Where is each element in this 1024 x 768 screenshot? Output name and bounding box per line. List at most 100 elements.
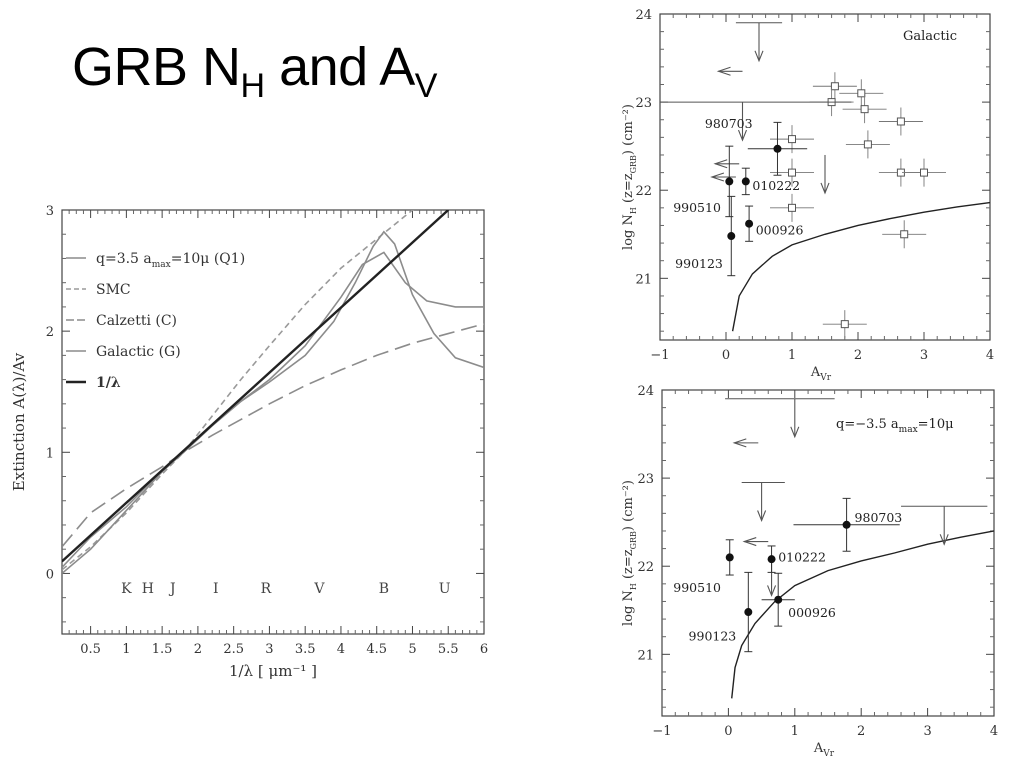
band-label: K <box>121 581 132 597</box>
grb-point-label: 000926 <box>756 223 804 238</box>
nh-av-galactic-chart: −1 0 1 2 3 4212223249807030102229905100009269… <box>621 8 994 382</box>
x-tick-label: −1 <box>650 348 669 363</box>
x-tick-label: 6 <box>480 642 488 657</box>
open-point <box>863 140 872 149</box>
limit-arrow-head <box>820 182 830 195</box>
y-tick-label: 22 <box>635 184 652 199</box>
y-tick-label: 23 <box>635 96 652 111</box>
limit-arrow-head <box>732 438 747 448</box>
y-tick-label: 24 <box>637 384 654 399</box>
x-tick-label: 5 <box>408 642 416 657</box>
grb-point <box>725 177 734 186</box>
grb-point <box>774 595 783 604</box>
grb-point-label: 000926 <box>788 605 836 620</box>
grb-point <box>727 232 736 241</box>
grb-point <box>773 144 782 153</box>
x-tick-label: 2 <box>857 724 865 739</box>
series-group <box>62 210 484 575</box>
chart-annotation: Galactic <box>903 29 957 44</box>
band-label: B <box>379 581 389 597</box>
grb-point-label: 990510 <box>673 200 721 215</box>
x-tick-label: 3 <box>920 348 928 363</box>
grb-point-label: 980703 <box>855 510 903 525</box>
y-tick-label: 21 <box>635 272 652 287</box>
model-curve <box>731 201 991 332</box>
grb-point <box>745 219 754 228</box>
grb-point <box>767 555 776 564</box>
y-tick-label: 3 <box>46 204 54 219</box>
legend-label: Calzetti (C) <box>96 313 177 329</box>
x-tick-label: 1.5 <box>152 642 173 657</box>
y-axis-label: Extinction A(λ)/Av <box>10 352 28 491</box>
x-tick-label: −1 <box>652 724 671 739</box>
open-point <box>788 203 796 212</box>
grb-point-label: 010222 <box>778 549 826 564</box>
x-tick-label: 4 <box>986 348 994 363</box>
limit-arrow-head <box>716 66 731 76</box>
limit-arrow-head <box>713 159 728 169</box>
x-tick-label: 1 <box>122 642 130 657</box>
x-tick-label: 1 <box>791 724 799 739</box>
x-tick-label: 0 <box>722 348 730 363</box>
limit-arrow-head <box>742 537 757 547</box>
x-tick-label: 4 <box>337 642 345 657</box>
legend-label: q=3.5 amax=10μ (Q1) <box>96 251 245 270</box>
y-tick-label: 0 <box>46 567 54 582</box>
x-tick-label: 5.5 <box>438 642 459 657</box>
x-axis-label: 1/λ [ μm⁻¹ ] <box>229 662 317 680</box>
band-label: H <box>142 581 154 597</box>
x-tick-label: 4 <box>990 724 998 739</box>
model-curve <box>731 530 995 699</box>
limit-arrow-head <box>939 534 949 546</box>
grb-point <box>842 520 851 529</box>
open-point <box>920 168 928 177</box>
chart-annotation: q=−3.5 amax=10μ <box>836 417 954 435</box>
band-label: V <box>313 581 325 597</box>
slide-title: GRB NH and AV <box>72 37 437 105</box>
grb-point-label: 990510 <box>673 580 721 595</box>
series-line <box>62 230 484 575</box>
y-tick-label: 21 <box>637 648 654 663</box>
series-line <box>62 251 484 568</box>
y-tick-label: 24 <box>635 8 652 23</box>
band-label: J <box>168 581 176 597</box>
legend-label: Galactic (G) <box>96 344 181 360</box>
y-axis-label: log NH (z=zGRB) (cm⁻²) <box>621 480 638 626</box>
x-tick-label: 0.5 <box>80 642 101 657</box>
band-label: U <box>439 581 451 597</box>
limit-arrow-head <box>754 50 764 63</box>
open-point <box>788 168 796 177</box>
plot-frame <box>659 13 991 341</box>
x-tick-label: 0 <box>724 724 732 739</box>
legend-label: 1/λ <box>96 375 121 391</box>
legend-label: SMC <box>96 282 131 298</box>
grb-point-label: 990123 <box>675 256 723 271</box>
open-point <box>857 89 866 98</box>
grb-point-label: 980703 <box>705 116 753 131</box>
limit-arrow-head <box>790 426 800 439</box>
limit-arrow-head <box>737 129 748 142</box>
y-tick-label: 23 <box>637 472 654 487</box>
plot-frame <box>661 389 995 717</box>
x-tick-label: 3 <box>923 724 931 739</box>
y-tick-label: 1 <box>46 446 54 461</box>
limit-arrow-head <box>767 585 777 597</box>
x-tick-label: 4.5 <box>366 642 387 657</box>
series-line <box>62 210 450 563</box>
x-axis-label: AVr <box>810 365 832 382</box>
open-point <box>860 105 869 114</box>
y-tick-label: 2 <box>46 325 54 340</box>
x-tick-label: 3 <box>265 642 273 657</box>
x-tick-label: 2.5 <box>223 642 244 657</box>
series-line <box>62 323 484 548</box>
x-tick-label: 3.5 <box>295 642 316 657</box>
open-point <box>896 117 905 126</box>
grb-point-label: 990123 <box>689 629 737 644</box>
open-point <box>830 82 839 91</box>
nh-av-q-chart: −1 0 1 2 3 4212223249807030102229905100009269… <box>621 384 998 759</box>
grb-point-label: 010222 <box>752 178 800 193</box>
grb-point <box>741 177 750 186</box>
band-label: I <box>213 581 219 597</box>
series-line <box>62 210 414 571</box>
y-axis-label: log NH (z=zGRB) (cm⁻²) <box>621 104 638 250</box>
